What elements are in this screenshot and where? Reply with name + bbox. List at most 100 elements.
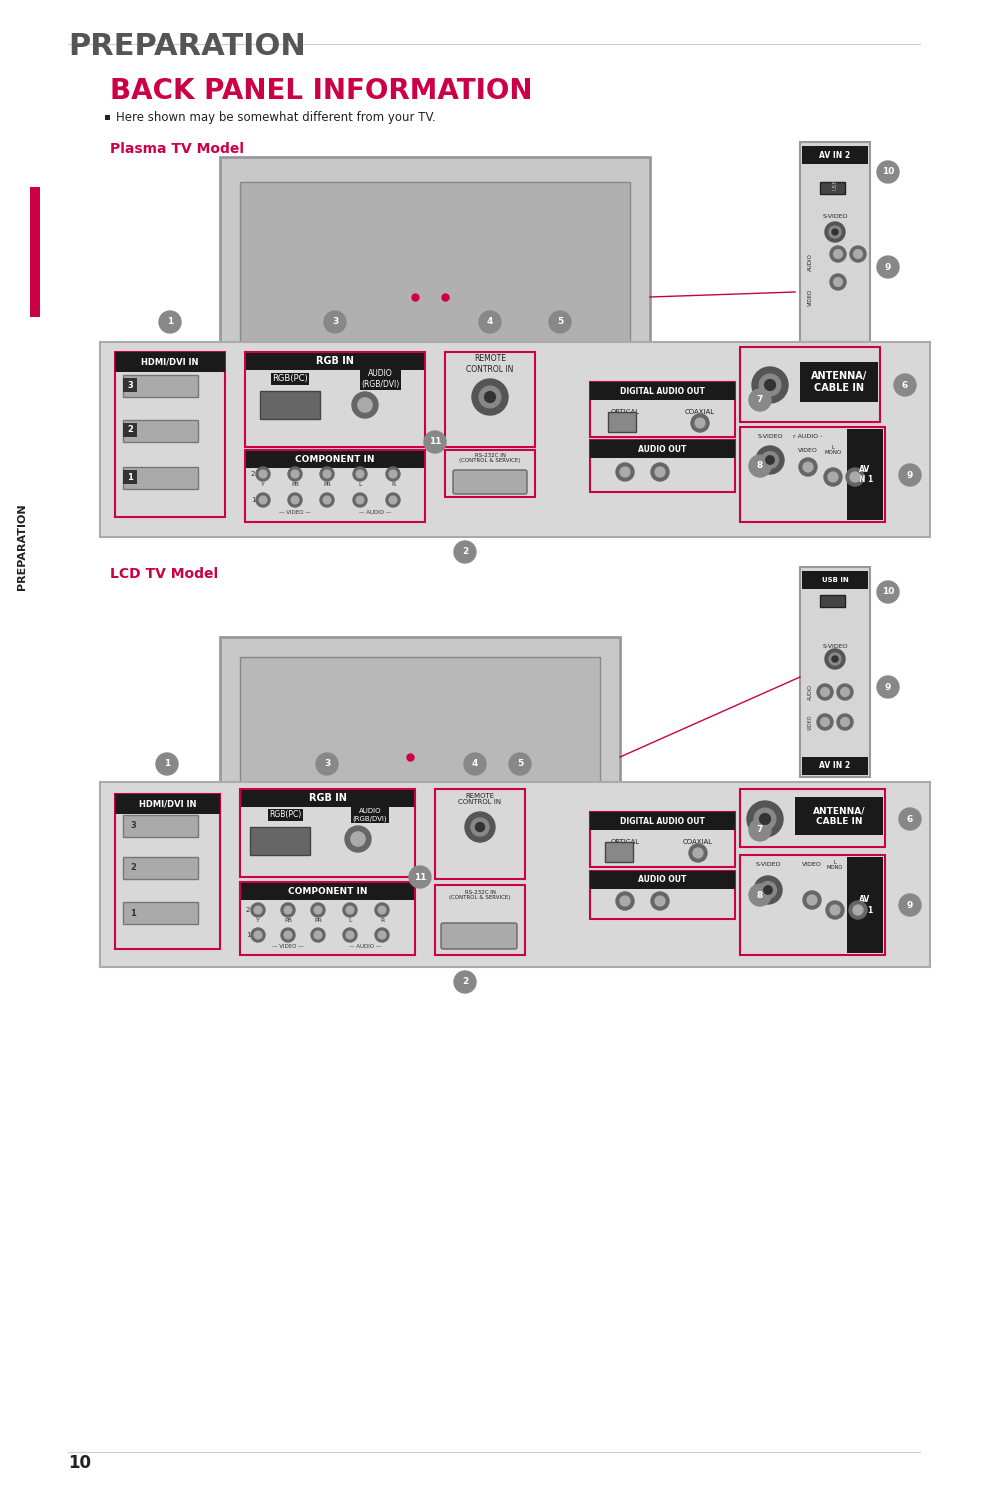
FancyBboxPatch shape xyxy=(802,757,868,775)
Circle shape xyxy=(821,717,829,726)
Text: AUDIO: AUDIO xyxy=(807,684,812,701)
Circle shape xyxy=(877,581,899,603)
Circle shape xyxy=(375,903,389,918)
Text: 1: 1 xyxy=(251,497,255,503)
FancyBboxPatch shape xyxy=(123,421,198,442)
Circle shape xyxy=(762,452,779,469)
Circle shape xyxy=(375,928,389,942)
Text: RS-232C IN
(CONTROL & SERVICE): RS-232C IN (CONTROL & SERVICE) xyxy=(450,889,511,900)
Text: OPTICAL: OPTICAL xyxy=(611,409,639,415)
Circle shape xyxy=(849,901,867,919)
Text: R: R xyxy=(391,482,395,487)
Circle shape xyxy=(749,885,771,906)
Text: 2: 2 xyxy=(251,472,255,478)
Circle shape xyxy=(747,801,783,837)
Circle shape xyxy=(156,753,178,775)
FancyBboxPatch shape xyxy=(260,391,320,419)
Text: R: R xyxy=(853,448,858,452)
Circle shape xyxy=(389,470,397,478)
Circle shape xyxy=(837,684,853,701)
Circle shape xyxy=(389,496,397,504)
Circle shape xyxy=(841,717,850,726)
FancyBboxPatch shape xyxy=(590,440,735,458)
FancyBboxPatch shape xyxy=(800,362,878,403)
FancyBboxPatch shape xyxy=(123,903,198,924)
Circle shape xyxy=(343,928,357,942)
Circle shape xyxy=(311,928,325,942)
Circle shape xyxy=(655,467,665,478)
Circle shape xyxy=(484,392,495,403)
Text: L: L xyxy=(359,482,362,487)
Text: 9: 9 xyxy=(907,470,913,479)
Text: 1: 1 xyxy=(130,909,136,918)
FancyBboxPatch shape xyxy=(123,467,198,490)
Text: S-VIDEO: S-VIDEO xyxy=(755,862,781,867)
Text: HDMI/DVI IN: HDMI/DVI IN xyxy=(138,799,197,808)
FancyBboxPatch shape xyxy=(847,430,883,519)
Circle shape xyxy=(475,822,484,831)
Circle shape xyxy=(281,928,295,942)
Text: REMOTE
CONTROL IN: REMOTE CONTROL IN xyxy=(458,792,502,805)
FancyBboxPatch shape xyxy=(115,793,220,814)
FancyBboxPatch shape xyxy=(123,856,198,879)
Circle shape xyxy=(314,906,322,913)
Text: RS-232C IN
(CONTROL & SERVICE): RS-232C IN (CONTROL & SERVICE) xyxy=(459,452,521,464)
FancyBboxPatch shape xyxy=(245,352,425,370)
Circle shape xyxy=(378,906,386,913)
Circle shape xyxy=(803,463,813,472)
Text: DIGITAL AUDIO OUT: DIGITAL AUDIO OUT xyxy=(620,386,704,395)
FancyBboxPatch shape xyxy=(123,814,198,837)
FancyBboxPatch shape xyxy=(795,796,883,835)
Text: REMOTE
CONTROL IN: REMOTE CONTROL IN xyxy=(466,355,514,374)
Text: 4: 4 xyxy=(472,759,478,768)
FancyBboxPatch shape xyxy=(250,826,310,855)
FancyBboxPatch shape xyxy=(453,470,527,494)
Circle shape xyxy=(471,817,489,835)
Circle shape xyxy=(316,753,338,775)
Circle shape xyxy=(320,467,334,481)
Circle shape xyxy=(807,895,817,906)
Circle shape xyxy=(352,392,378,418)
Circle shape xyxy=(689,844,707,862)
Text: 3: 3 xyxy=(332,317,338,326)
Text: 3: 3 xyxy=(130,822,136,831)
Text: 9: 9 xyxy=(885,683,891,692)
Circle shape xyxy=(479,386,501,407)
Text: BACK PANEL INFORMATION: BACK PANEL INFORMATION xyxy=(110,76,533,105)
Text: COAXIAL: COAXIAL xyxy=(685,409,715,415)
Text: Y: Y xyxy=(256,918,260,922)
Circle shape xyxy=(285,931,291,939)
Circle shape xyxy=(288,493,302,507)
FancyBboxPatch shape xyxy=(800,567,870,777)
Text: 3: 3 xyxy=(127,380,132,389)
Text: ANTENNA/
CABLE IN: ANTENNA/ CABLE IN xyxy=(813,807,865,826)
Text: COMPONENT IN: COMPONENT IN xyxy=(295,455,374,464)
Text: r AUDIO -: r AUDIO - xyxy=(793,434,823,440)
Circle shape xyxy=(825,222,845,243)
FancyBboxPatch shape xyxy=(441,924,517,949)
Circle shape xyxy=(749,455,771,478)
Circle shape xyxy=(766,455,775,464)
Circle shape xyxy=(320,493,334,507)
Circle shape xyxy=(877,256,899,278)
Text: S-VIDEO: S-VIDEO xyxy=(822,645,848,650)
Circle shape xyxy=(454,972,476,993)
Text: 9: 9 xyxy=(907,901,913,910)
FancyBboxPatch shape xyxy=(802,147,868,165)
FancyBboxPatch shape xyxy=(245,451,425,469)
Text: 10: 10 xyxy=(882,168,894,177)
Circle shape xyxy=(764,886,773,894)
Circle shape xyxy=(616,463,634,481)
Circle shape xyxy=(314,931,322,939)
Circle shape xyxy=(832,229,838,235)
Circle shape xyxy=(259,496,267,504)
Circle shape xyxy=(830,246,846,262)
Circle shape xyxy=(899,894,921,916)
Circle shape xyxy=(655,897,665,906)
Text: VIDEO: VIDEO xyxy=(798,448,818,452)
Text: COMPONENT IN: COMPONENT IN xyxy=(288,886,368,895)
Circle shape xyxy=(832,656,838,662)
Text: — VIDEO —: — VIDEO — xyxy=(272,945,304,949)
Text: 2: 2 xyxy=(130,864,136,873)
Text: 6: 6 xyxy=(902,380,908,389)
